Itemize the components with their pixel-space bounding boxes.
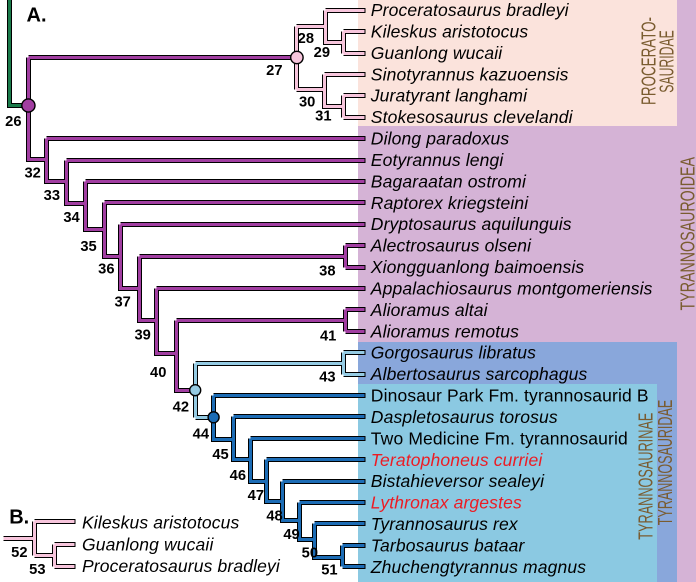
svg-text:Raptorex kriegsteini: Raptorex kriegsteini [371,193,529,213]
svg-text:Two Medicine Fm. tyrannosaurid: Two Medicine Fm. tyrannosaurid [371,428,628,448]
svg-text:35: 35 [80,239,96,255]
svg-text:27: 27 [266,63,282,79]
svg-text:Lythronax argestes: Lythronax argestes [371,493,522,513]
svg-text:37: 37 [114,294,130,310]
svg-text:28: 28 [298,31,314,47]
svg-text:26: 26 [5,114,21,130]
svg-text:TYRANNOSAUROIDEA: TYRANNOSAUROIDEA [677,157,696,311]
svg-text:Stokesosaurus clevelandi: Stokesosaurus clevelandi [371,107,574,127]
svg-text:Xiongguanlong baimoensis: Xiongguanlong baimoensis [370,257,585,277]
svg-text:31: 31 [315,108,331,124]
svg-text:A.: A. [27,5,47,27]
svg-text:PROCERATO-: PROCERATO- [639,17,661,105]
svg-text:Gorgosaurus libratus: Gorgosaurus libratus [371,343,536,363]
svg-text:50: 50 [302,546,318,562]
svg-text:Daspletosaurus torosus: Daspletosaurus torosus [371,407,558,427]
svg-text:46: 46 [230,468,246,484]
svg-text:Dryptosaurus aquilunguis: Dryptosaurus aquilunguis [371,214,572,234]
svg-text:41: 41 [320,328,336,344]
svg-text:49: 49 [283,527,299,543]
svg-text:51: 51 [321,563,337,579]
svg-text:40: 40 [150,365,166,381]
svg-text:Alioramus altai: Alioramus altai [370,300,489,320]
svg-text:38: 38 [319,264,335,280]
svg-text:53: 53 [29,562,45,578]
svg-text:Alectrosaurus olseni: Alectrosaurus olseni [370,236,532,256]
svg-text:Kileskus aristotocus: Kileskus aristotocus [371,21,529,41]
svg-text:43: 43 [319,370,335,386]
svg-text:Dinosaur Park Fm. tyrannosauri: Dinosaur Park Fm. tyrannosaurid B [371,386,649,406]
svg-text:Appalachiosaurus montgomeriens: Appalachiosaurus montgomeriensis [370,279,653,299]
svg-text:B.: B. [9,506,29,528]
svg-text:Alioramus remotus: Alioramus remotus [370,321,519,341]
svg-text:Guanlong wucaii: Guanlong wucaii [371,43,503,63]
svg-text:Proceratosaurus bradleyi: Proceratosaurus bradleyi [371,0,570,20]
svg-text:Dilong paradoxus: Dilong paradoxus [371,129,510,149]
svg-text:47: 47 [248,488,264,504]
svg-text:TYRANNOSAURIDAE: TYRANNOSAURIDAE [655,400,677,525]
svg-text:Juratyrant langhami: Juratyrant langhami [370,86,528,106]
svg-text:Tyrannosaurus rex: Tyrannosaurus rex [371,514,519,534]
svg-text:29: 29 [314,45,330,61]
svg-text:Zhuchengtyrannus magnus: Zhuchengtyrannus magnus [370,557,586,577]
svg-text:45: 45 [212,447,228,463]
svg-text:33: 33 [44,188,60,204]
svg-text:Teratophoneus curriei: Teratophoneus curriei [371,450,544,470]
svg-text:Bistahieversor sealeyi: Bistahieversor sealeyi [371,471,545,491]
svg-text:Tarbosaurus bataar: Tarbosaurus bataar [371,536,526,556]
svg-text:Kileskus aristotocus: Kileskus aristotocus [82,513,240,533]
svg-text:TYRANNOSAURINAE: TYRANNOSAURINAE [636,413,658,540]
svg-text:44: 44 [193,427,210,443]
svg-text:Eotyrannus lengi: Eotyrannus lengi [371,150,505,170]
svg-text:42: 42 [173,400,189,416]
svg-text:Sinotyrannus kazuoensis: Sinotyrannus kazuoensis [371,64,569,84]
svg-text:30: 30 [299,95,315,111]
svg-text:39: 39 [134,328,150,344]
svg-text:SAURIDAE: SAURIDAE [656,30,678,93]
svg-text:Guanlong wucaii: Guanlong wucaii [82,535,214,555]
svg-text:36: 36 [98,262,114,278]
svg-text:34: 34 [63,210,80,226]
svg-text:Bagaraatan ostromi: Bagaraatan ostromi [371,171,527,191]
svg-text:32: 32 [24,166,40,182]
svg-text:Proceratosaurus bradleyi: Proceratosaurus bradleyi [82,556,281,576]
svg-text:Albertosaurus sarcophagus: Albertosaurus sarcophagus [370,364,588,384]
svg-text:52: 52 [11,545,27,561]
svg-text:48: 48 [266,509,282,525]
